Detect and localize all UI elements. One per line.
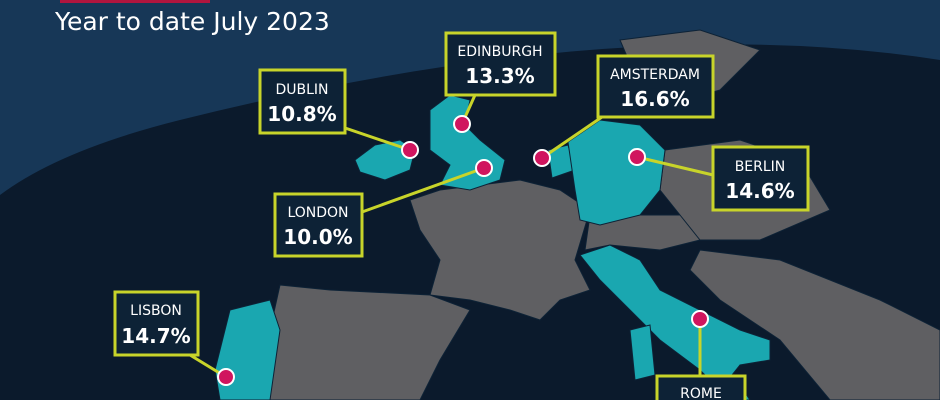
- france: [409, 179, 591, 321]
- alps: [584, 214, 701, 251]
- ireland: [354, 139, 416, 181]
- city-name: ROME: [680, 386, 722, 400]
- leader-line: [541, 115, 603, 160]
- callout-box: [655, 374, 747, 400]
- city-name: DUBLIN: [275, 82, 328, 98]
- italy: [579, 244, 771, 391]
- city-value: 14.6%: [725, 179, 794, 203]
- callout-box: [444, 31, 557, 97]
- city-dot: [628, 148, 646, 166]
- city-value: 14.7%: [121, 324, 190, 348]
- sardinia: [629, 324, 656, 381]
- map: [214, 29, 940, 400]
- leader-line: [344, 126, 411, 152]
- germany: [567, 119, 666, 226]
- callout-box: [113, 290, 200, 357]
- callout-box: [273, 192, 364, 258]
- city-dot: [217, 368, 235, 386]
- city-name: LISBON: [130, 303, 182, 319]
- city-dot: [475, 159, 493, 177]
- city-dot: [533, 149, 551, 167]
- city-value: 16.6%: [620, 87, 689, 111]
- city-name: BERLIN: [735, 159, 786, 175]
- callout-box: [596, 54, 715, 119]
- callout-box: [258, 68, 347, 135]
- balkans: [689, 249, 940, 400]
- city-dot: [453, 115, 471, 133]
- subtitle: Year to date July 2023: [54, 7, 330, 36]
- city-name: LONDON: [287, 205, 348, 221]
- title-accent: [60, 0, 210, 3]
- callout-box: [711, 145, 810, 212]
- leader-line: [361, 166, 485, 214]
- city-value: 10.8%: [267, 102, 336, 126]
- city-dot: [691, 310, 709, 328]
- city-name: EDINBURGH: [457, 44, 542, 60]
- city-value: 13.3%: [465, 64, 534, 88]
- city-dot: [401, 141, 419, 159]
- sky-arc: [0, 0, 940, 195]
- callouts: DUBLIN 10.8% EDINBURGH 13.3% AMSTERDAM 1…: [113, 31, 810, 400]
- leader-line: [636, 155, 714, 177]
- city-name: AMSTERDAM: [610, 67, 700, 83]
- city-value: 10.0%: [283, 225, 352, 249]
